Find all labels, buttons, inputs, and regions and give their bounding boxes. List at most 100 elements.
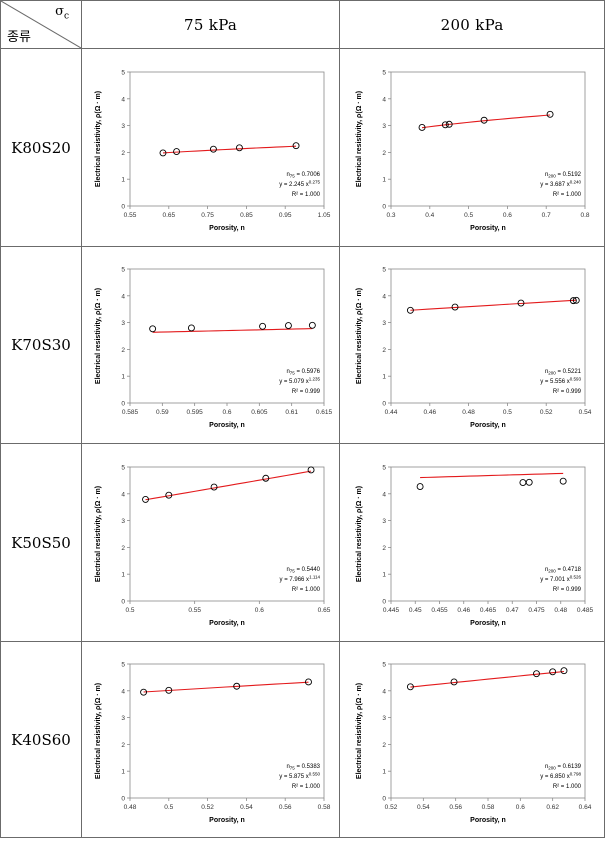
annotation-equation: y = 3.687 x0.240 bbox=[540, 179, 581, 188]
x-tick-label: 0.58 bbox=[317, 804, 330, 811]
x-tick-label: 0.75 bbox=[201, 212, 214, 219]
y-tick-label: 2 bbox=[121, 741, 125, 748]
plot-area bbox=[390, 268, 586, 404]
data-point bbox=[418, 123, 426, 131]
y-tick-label: 2 bbox=[121, 544, 125, 551]
x-tick-label: 0.595 bbox=[186, 409, 203, 416]
data-point bbox=[451, 303, 459, 311]
annotation-n-value: = 0.6139 bbox=[556, 764, 582, 770]
data-point bbox=[559, 477, 567, 485]
y-tick-label: 4 bbox=[382, 688, 386, 695]
y-tick-label: 3 bbox=[121, 320, 125, 327]
y-tick-label: 1 bbox=[382, 571, 386, 578]
y-tick-label: 2 bbox=[382, 544, 386, 551]
annotation-equation-exponent: 1.114 bbox=[309, 574, 320, 579]
annotation-equation: y = 6.850 x0.798 bbox=[540, 771, 581, 780]
data-point bbox=[139, 688, 147, 696]
plot-area bbox=[390, 71, 586, 206]
annotation-equation: y = 2.245 x0.275 bbox=[279, 179, 320, 188]
chart-k70s30-200kpa: 0 1 2 3 4 5 0.44 0.46 0.48 0.5 0.52 0.54 Porosity, n… bbox=[356, 267, 592, 430]
x-tick-label: 0.64 bbox=[579, 804, 592, 811]
fit-line bbox=[410, 670, 565, 688]
x-tick-label: 0.58 bbox=[482, 804, 495, 811]
y-tick-label: 0 bbox=[382, 795, 386, 802]
y-axis-label: Electrical resistivity, ρ(Ω · m) bbox=[356, 682, 363, 778]
plot-cell: 0 1 2 3 4 5 0.52 0.54 0.56 0.58 0.6 0.62 0.64 Porosit… bbox=[339, 641, 605, 838]
x-tick-label: 0.48 bbox=[462, 409, 475, 416]
y-tick-label: 1 bbox=[382, 374, 386, 381]
data-point bbox=[450, 678, 458, 685]
fit-line bbox=[410, 299, 577, 311]
x-tick-label: 1.05 bbox=[317, 212, 330, 219]
plot-area bbox=[129, 663, 325, 798]
diagonal-line bbox=[1, 1, 81, 48]
chart-k80s20-200kpa: 0 1 2 3 4 5 0.3 0.4 0.5 0.6 0.7 0.8 Porosity, n Elect… bbox=[356, 69, 590, 232]
annotation-n-value: = 0.5221 bbox=[556, 369, 582, 375]
data-point bbox=[307, 465, 315, 473]
x-tick-label: 0.52 bbox=[385, 804, 398, 811]
annotation-n-value: = 0.5440 bbox=[294, 567, 320, 573]
x-tick-label: 0.61 bbox=[285, 409, 298, 416]
data-point bbox=[441, 120, 449, 128]
plot-area bbox=[390, 466, 586, 601]
x-tick-label: 0.4 bbox=[425, 212, 434, 219]
annotation-equation-main: y = 2.245 x bbox=[279, 182, 309, 188]
data-point bbox=[164, 491, 172, 499]
x-tick-label: 0.465 bbox=[480, 607, 497, 614]
x-tick-label: 0.6 bbox=[222, 409, 231, 416]
data-point bbox=[261, 474, 269, 482]
x-tick-label: 0.7 bbox=[542, 212, 551, 219]
annotation-equation-exponent: 0.526 bbox=[570, 574, 582, 579]
annotation-n-symbol: n bbox=[545, 764, 548, 770]
x-tick-label: 0.605 bbox=[251, 409, 268, 416]
annotation-equation-main: y = 3.687 x bbox=[540, 182, 570, 188]
y-axis-label: Electrical resistivity, ρ(Ω · m) bbox=[95, 90, 102, 186]
y-tick-label: 1 bbox=[121, 176, 125, 183]
x-tick-label: 0.5 bbox=[503, 409, 512, 416]
y-tick-label: 3 bbox=[382, 715, 386, 722]
fit-line bbox=[152, 328, 312, 333]
annotation-n-value: = 0.7006 bbox=[294, 172, 320, 178]
annotation-equation-exponent: 0.593 bbox=[570, 377, 582, 382]
y-tick-label: 2 bbox=[121, 149, 125, 156]
chart-k40s60-75kpa: 0 1 2 3 4 5 0.48 0.5 0.52 0.54 0.56 0.58 Porosity, n… bbox=[95, 661, 331, 824]
y-axis-label: Electrical resistivity, ρ(Ω · m) bbox=[95, 485, 102, 581]
annotation-equation-main: y = 5.556 x bbox=[540, 379, 570, 385]
y-tick-label: 5 bbox=[382, 267, 386, 274]
x-tick-label: 0.65 bbox=[317, 607, 330, 614]
y-tick-label: 5 bbox=[382, 69, 386, 76]
data-point bbox=[141, 495, 149, 503]
data-point bbox=[304, 678, 312, 685]
annotation-equation-exponent: 1.235 bbox=[308, 377, 320, 382]
data-point bbox=[416, 482, 424, 490]
data-point bbox=[570, 297, 577, 305]
x-tick-label: 0.95 bbox=[278, 212, 291, 219]
annotation-n: n200 = 0.4718 bbox=[545, 567, 582, 574]
annotation-n-subscript: 200 bbox=[548, 765, 556, 770]
y-tick-label: 2 bbox=[382, 149, 386, 156]
y-tick-label: 1 bbox=[121, 768, 125, 775]
x-tick-label: 0.48 bbox=[123, 804, 136, 811]
data-point bbox=[572, 296, 580, 304]
annotation-n: n75 = 0.5440 bbox=[286, 567, 320, 574]
y-tick-label: 4 bbox=[121, 293, 125, 300]
x-tick-label: 0.5 bbox=[464, 212, 473, 219]
x-tick-label: 0.8 bbox=[581, 212, 590, 219]
y-tick-label: 4 bbox=[121, 491, 125, 498]
row-header-k70s30: K70S30 bbox=[0, 246, 82, 444]
x-tick-label: 0.55 bbox=[123, 212, 136, 219]
data-point bbox=[284, 322, 292, 329]
corner-header-cell: σc 종류 bbox=[0, 0, 82, 49]
plot-area bbox=[129, 71, 325, 206]
y-tick-label: 3 bbox=[382, 123, 386, 130]
x-tick-label: 0.56 bbox=[449, 804, 462, 811]
annotation-n-symbol: n bbox=[545, 369, 548, 375]
x-tick-label: 0.3 bbox=[387, 212, 396, 219]
sigma-symbol: σ bbox=[55, 4, 64, 19]
row-header-k40s60: K40S60 bbox=[0, 641, 82, 838]
annotation-r-squared: R² = 0.999 bbox=[553, 587, 582, 593]
y-tick-label: 5 bbox=[382, 464, 386, 471]
x-axis-label: Porosity, n bbox=[209, 620, 245, 627]
x-tick-label: 0.615 bbox=[315, 409, 332, 416]
